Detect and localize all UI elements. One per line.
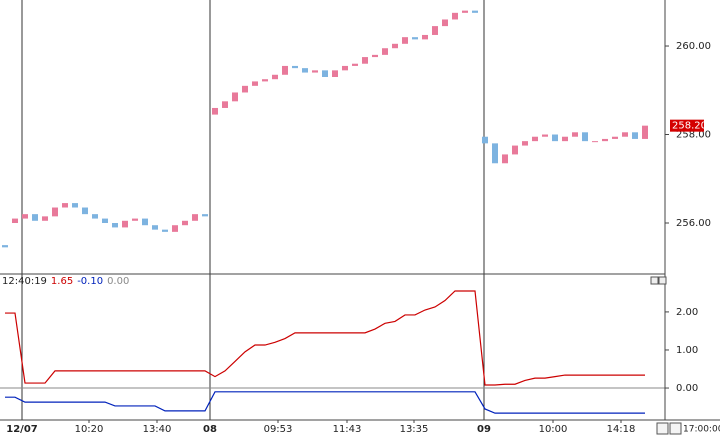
candle-body (602, 138, 608, 142)
candle-body (192, 214, 198, 221)
candle-body (562, 136, 568, 142)
candle-body (312, 70, 318, 73)
candle-body (482, 136, 488, 144)
candle-body (12, 218, 18, 224)
candle-body (392, 43, 398, 49)
x-tick-label: 13:35 (400, 424, 429, 435)
candle-body (322, 70, 328, 77)
candle-body (22, 214, 28, 219)
toolbar: 17:00:00 (656, 422, 720, 435)
candle-body (432, 26, 438, 35)
candle-body (522, 141, 528, 146)
candle-body (162, 229, 168, 232)
candle-body (632, 132, 638, 139)
candle-body (232, 92, 238, 102)
y-tick-label: 2.00 (676, 307, 698, 318)
candle-body (152, 225, 158, 230)
candle-body (172, 225, 178, 232)
candle-body (642, 125, 648, 139)
candle-body (82, 207, 88, 215)
close-button[interactable] (658, 276, 667, 285)
minimize-button[interactable] (650, 276, 659, 285)
candle-body (492, 143, 498, 164)
candle-body (502, 154, 508, 164)
candle-body (262, 79, 268, 82)
candle-body (372, 54, 378, 58)
candle-body (252, 81, 258, 86)
tool-button[interactable] (656, 422, 669, 435)
candle-body (542, 134, 548, 137)
y-tick-label: 0.00 (676, 383, 698, 394)
candle-body (242, 85, 248, 93)
candle-body (402, 37, 408, 44)
candle-body (512, 145, 518, 155)
candle-body (122, 220, 128, 228)
x-tick-label: 12/07 (6, 424, 38, 435)
readout: 0.00 (107, 276, 129, 287)
panel-buttons[interactable] (650, 276, 667, 285)
status-time: 17:00:00 (683, 425, 720, 435)
candle-body (442, 19, 448, 27)
candle-body (422, 34, 428, 40)
candle-body (342, 65, 348, 71)
x-tick-label: 09 (477, 424, 491, 435)
candle-body (352, 63, 358, 66)
candle-body (472, 10, 478, 13)
candle-body (362, 57, 368, 64)
candle-body (212, 107, 218, 115)
candle-body (32, 214, 38, 221)
candle-body (202, 214, 208, 217)
candle-body (282, 65, 288, 75)
candle-body (142, 218, 148, 226)
candle-body (462, 10, 468, 13)
last-price-box (670, 119, 704, 132)
x-tick-label: 10:00 (539, 424, 568, 435)
candle-body (222, 101, 228, 108)
candle-body (132, 218, 138, 221)
y-tick-label: 260.00 (676, 41, 711, 52)
candle-body (592, 141, 598, 143)
x-tick-label: 10:20 (75, 424, 104, 435)
candle-body (112, 223, 118, 228)
last-price-label: 258.20 (672, 121, 707, 132)
candle-body (572, 132, 578, 137)
candle-body (332, 70, 338, 77)
candle-body (42, 216, 48, 221)
candle-body (272, 74, 278, 80)
candle-body (102, 218, 108, 224)
candle-body (292, 65, 298, 69)
candle-body (552, 134, 558, 142)
candle-body (92, 214, 98, 219)
y-tick-label: 258.00 (676, 130, 711, 141)
x-tick-label: 14:18 (607, 424, 636, 435)
candle-body (52, 207, 58, 217)
indicator-line (5, 391, 645, 414)
y-tick-label: 256.00 (676, 218, 711, 229)
readout: 1.65 (51, 276, 73, 287)
candle-body (532, 136, 538, 142)
x-tick-label: 09:53 (264, 424, 293, 435)
readout: 12:40:19 (2, 276, 47, 287)
candle-body (382, 48, 388, 55)
candle-body (62, 203, 68, 208)
x-tick-label: 11:43 (333, 424, 362, 435)
candle-body (612, 136, 618, 139)
x-tick-label: 13:40 (143, 424, 172, 435)
candle-body (622, 132, 628, 137)
candle-body (182, 220, 188, 226)
x-tick-label: 08 (203, 424, 217, 435)
candle-body (412, 37, 418, 40)
indicator-line (5, 290, 645, 386)
candle-body (452, 12, 458, 20)
y-tick-label: 1.00 (676, 345, 698, 356)
candle-body (72, 203, 78, 208)
candle-body (582, 132, 588, 142)
candle-body (2, 245, 8, 248)
readout: -0.10 (77, 276, 103, 287)
candle-body (302, 68, 308, 73)
zoom-button[interactable] (669, 422, 682, 435)
